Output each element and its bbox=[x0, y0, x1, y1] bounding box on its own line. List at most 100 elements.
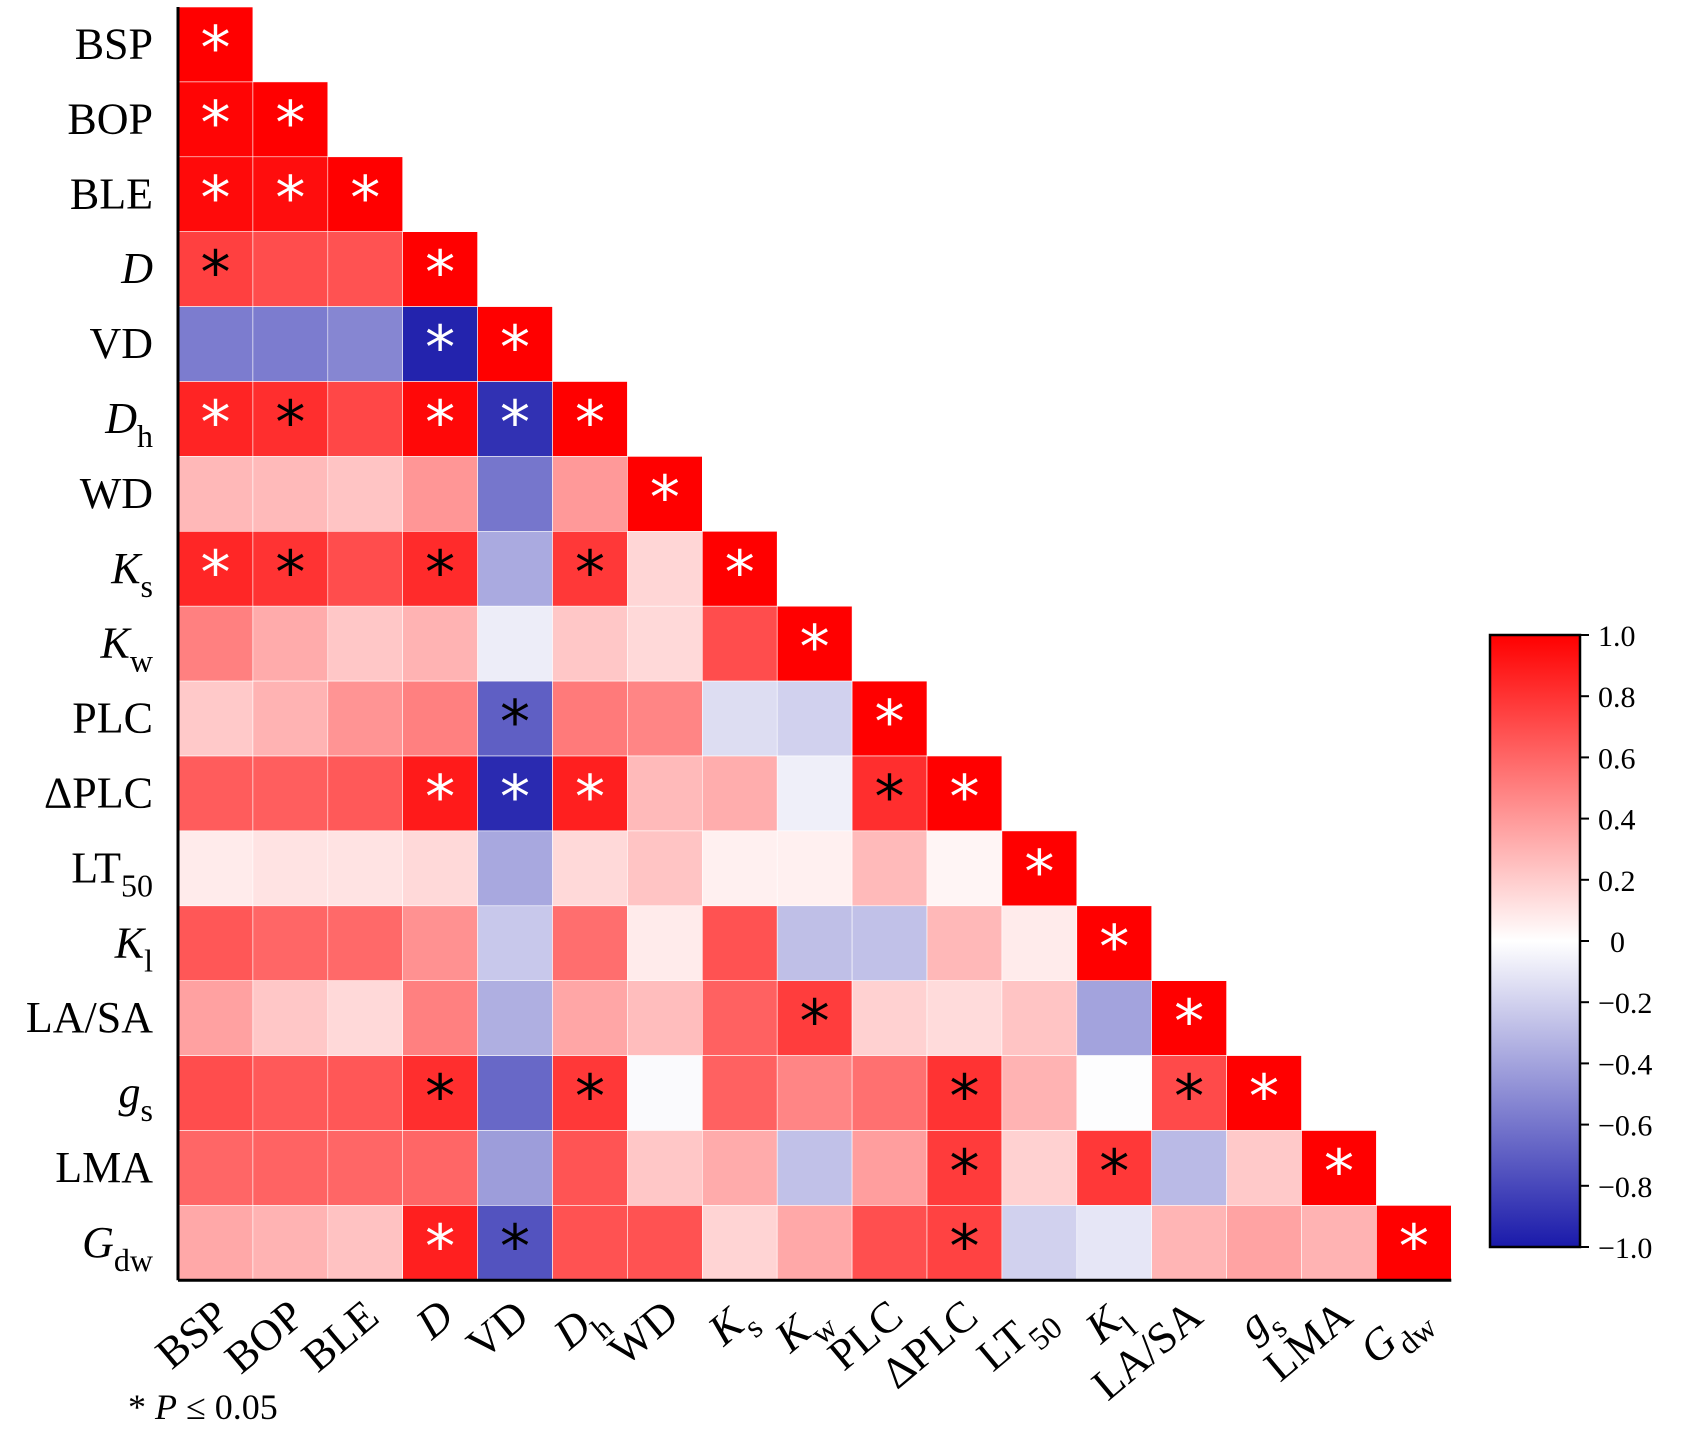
significance-star-10-3: * bbox=[425, 762, 455, 832]
significance-star-1-0: * bbox=[200, 88, 230, 158]
heatmap-cell-10-6 bbox=[627, 755, 703, 832]
heatmap-cell-8-2 bbox=[327, 605, 403, 682]
heatmap-cell-13-5 bbox=[552, 980, 628, 1056]
x-tick-label-1: BOP bbox=[216, 1290, 313, 1383]
significance-star-10-9: * bbox=[875, 762, 905, 832]
heatmap-cell-4-1 bbox=[252, 306, 329, 382]
heatmap-cell-13-10 bbox=[926, 980, 1003, 1056]
significance-star-11-11: * bbox=[1024, 837, 1054, 907]
heatmap-cell-11-0 bbox=[177, 830, 254, 907]
heatmap-cell-9-8 bbox=[776, 680, 853, 757]
heatmap-cell-11-8 bbox=[776, 830, 853, 907]
heatmap-cell-13-0 bbox=[177, 980, 254, 1056]
footnote-p-symbol: P bbox=[155, 1387, 177, 1427]
heatmap-cell-16-16 bbox=[1376, 1205, 1452, 1281]
heatmap-cell-6-4 bbox=[477, 456, 553, 532]
heatmap-cell-9-0 bbox=[177, 680, 254, 757]
heatmap-cell-12-4 bbox=[477, 905, 553, 981]
heatmap-cell-15-10 bbox=[926, 1130, 1003, 1206]
y-tick-label-7: Ks bbox=[110, 544, 153, 604]
x-tick-label-0: BSP bbox=[146, 1290, 237, 1378]
heatmap-cell-10-1 bbox=[252, 755, 329, 832]
heatmap-cells: ** ** * ** ** ** * * * *** * * * *** ** * * * **** ** * * * ** *… bbox=[177, 6, 1452, 1282]
y-tick-label-0: BSP bbox=[75, 19, 153, 68]
heatmap-cell-13-4 bbox=[477, 980, 553, 1056]
heatmap-cell-0-0 bbox=[177, 6, 254, 83]
significance-star-10-4: * bbox=[500, 762, 530, 832]
heatmap-cell-15-9 bbox=[851, 1130, 928, 1206]
heatmap-cell-9-2 bbox=[327, 680, 403, 757]
heatmap-cell-7-0 bbox=[177, 530, 254, 607]
heatmap-cell-15-1 bbox=[252, 1130, 329, 1206]
heatmap-cell-8-8 bbox=[776, 605, 853, 682]
heatmap-cell-12-12 bbox=[1076, 905, 1153, 981]
significance-star-8-8: * bbox=[800, 613, 830, 683]
heatmap-cell-3-1 bbox=[252, 231, 329, 307]
heatmap-cell-10-3 bbox=[402, 755, 478, 832]
heatmap-cell-12-2 bbox=[327, 905, 403, 981]
heatmap-cell-16-7 bbox=[701, 1205, 778, 1281]
heatmap-cell-9-5 bbox=[552, 680, 628, 757]
heatmap-cell-15-12 bbox=[1076, 1130, 1153, 1206]
significance-star-16-16: * bbox=[1399, 1212, 1429, 1282]
heatmap-cell-9-4 bbox=[477, 680, 553, 757]
heatmap-cell-14-5 bbox=[552, 1055, 628, 1131]
heatmap-cell-16-1 bbox=[252, 1205, 329, 1281]
significance-star-16-10: * bbox=[949, 1212, 979, 1282]
heatmap-cell-11-9 bbox=[851, 830, 928, 907]
y-tick-label-15: LMA bbox=[55, 1143, 153, 1192]
heatmap-cell-11-6 bbox=[627, 830, 703, 907]
colorbar-tick-label-10: −1.0 bbox=[1598, 1232, 1652, 1265]
heatmap-cell-16-6 bbox=[627, 1205, 703, 1281]
significance-star-7-1: * bbox=[275, 538, 305, 608]
footnote-threshold: ≤ 0.05 bbox=[177, 1387, 278, 1427]
heatmap-cell-15-14 bbox=[1226, 1130, 1302, 1206]
heatmap-cell-12-0 bbox=[177, 905, 254, 981]
x-tick-label-16: Gdw bbox=[1350, 1290, 1443, 1382]
heatmap-cell-7-5 bbox=[552, 530, 628, 607]
y-tick-label-5: Dh bbox=[104, 394, 153, 454]
heatmap-cell-3-2 bbox=[327, 231, 403, 307]
heatmap-cell-16-3 bbox=[402, 1205, 478, 1281]
heatmap-cell-10-9 bbox=[851, 755, 928, 832]
heatmap-cell-13-9 bbox=[851, 980, 928, 1056]
heatmap-cell-16-13 bbox=[1151, 1205, 1227, 1281]
significance-star-14-13: * bbox=[1174, 1062, 1204, 1132]
heatmap-cell-6-5 bbox=[552, 456, 628, 532]
y-tick-label-4: VD bbox=[89, 319, 153, 368]
heatmap-cell-9-6 bbox=[627, 680, 703, 757]
y-tick-label-14: gs bbox=[119, 1068, 153, 1128]
x-tick-label-3: D bbox=[406, 1290, 463, 1349]
significance-star-5-0: * bbox=[200, 388, 230, 458]
colorbar-gradient bbox=[1488, 633, 1582, 1249]
colorbar-tick-label-5: 0 bbox=[1610, 926, 1625, 959]
heatmap-cell-11-4 bbox=[477, 830, 553, 907]
heatmap-cell-16-8 bbox=[776, 1205, 853, 1281]
heatmap-cell-9-3 bbox=[402, 680, 478, 757]
heatmap-cell-12-1 bbox=[252, 905, 329, 981]
x-tick-label-15: LMA bbox=[1255, 1290, 1362, 1391]
heatmap-cell-5-3 bbox=[402, 381, 478, 457]
heatmap-cell-1-1 bbox=[252, 81, 329, 158]
heatmap-cell-5-5 bbox=[552, 381, 628, 457]
y-tick-label-6: WD bbox=[80, 469, 153, 518]
heatmap-cell-16-5 bbox=[552, 1205, 628, 1281]
heatmap-cell-10-2 bbox=[327, 755, 403, 832]
x-tick-label-5: Dh bbox=[544, 1290, 620, 1367]
heatmap-cell-16-4 bbox=[477, 1205, 553, 1281]
significance-star-5-1: * bbox=[275, 388, 305, 458]
heatmap-cell-6-3 bbox=[402, 456, 478, 532]
significance-star-2-1: * bbox=[275, 163, 305, 233]
heatmap-cell-14-11 bbox=[1001, 1055, 1078, 1131]
heatmap-cell-13-6 bbox=[627, 980, 703, 1056]
heatmap-cell-14-14 bbox=[1226, 1055, 1302, 1131]
heatmap-cell-9-7 bbox=[701, 680, 778, 757]
heatmap-cell-10-8 bbox=[776, 755, 853, 832]
heatmap-cell-15-11 bbox=[1001, 1130, 1078, 1206]
significance-star-9-4: * bbox=[500, 688, 530, 758]
colorbar-tick-label-4: 0.2 bbox=[1598, 865, 1636, 898]
y-tick-label-13: LA/SA bbox=[26, 993, 153, 1042]
heatmap-cell-7-3 bbox=[402, 530, 478, 607]
significance-star-16-3: * bbox=[425, 1212, 455, 1282]
